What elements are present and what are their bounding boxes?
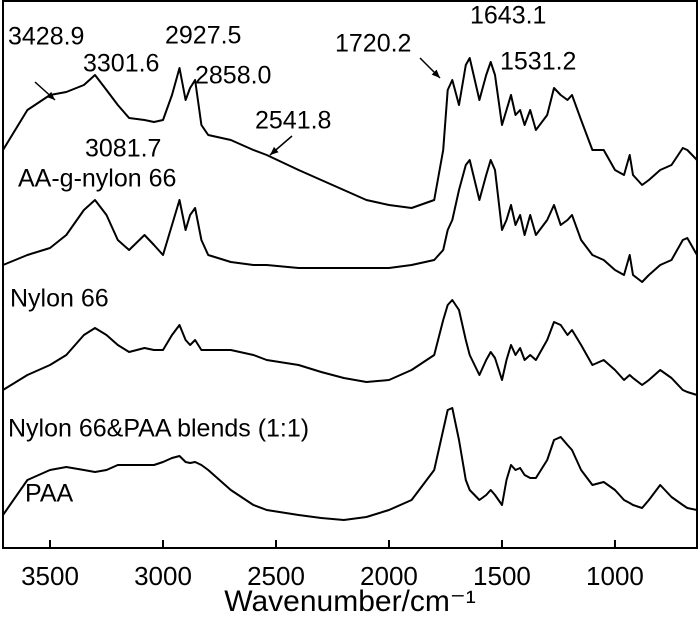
x-tick-label: 1000 [586, 561, 644, 591]
peak-label: 3081.7 [85, 135, 161, 163]
peak-label: 1531.2 [500, 48, 576, 76]
peak-label: 3301.6 [83, 50, 159, 78]
series-label: Nylon 66&PAA blends (1:1) [8, 415, 309, 443]
x-tick-label: 1500 [473, 561, 531, 591]
arrow-head [431, 69, 440, 78]
peak-label: 1643.1 [470, 2, 546, 30]
x-tick-label: 3000 [134, 561, 192, 591]
spectrum-line [2, 299, 698, 396]
arrow-head [46, 91, 55, 100]
series-label: AA-g-nylon 66 [18, 165, 176, 193]
spectrum-line [2, 407, 698, 521]
series-label: PAA [25, 480, 73, 508]
plot-frame [2, 0, 698, 549]
x-tick-label: 3500 [21, 561, 79, 591]
arrow-head [270, 146, 279, 155]
spectrum-line [2, 57, 698, 209]
peak-label: 2927.5 [165, 22, 241, 50]
x-axis-label: Wavenumber/cm⁻¹ [224, 585, 475, 615]
peak-label: 1720.2 [335, 30, 411, 58]
peak-label: 3428.9 [8, 23, 84, 51]
x-tick-label: 2000 [360, 561, 418, 591]
spectrum-line [2, 159, 698, 283]
x-tick-label: 2500 [247, 561, 305, 591]
peak-label: 2858.0 [195, 62, 271, 90]
peak-label: 2541.8 [255, 107, 331, 135]
series-label: Nylon 66 [10, 285, 109, 313]
